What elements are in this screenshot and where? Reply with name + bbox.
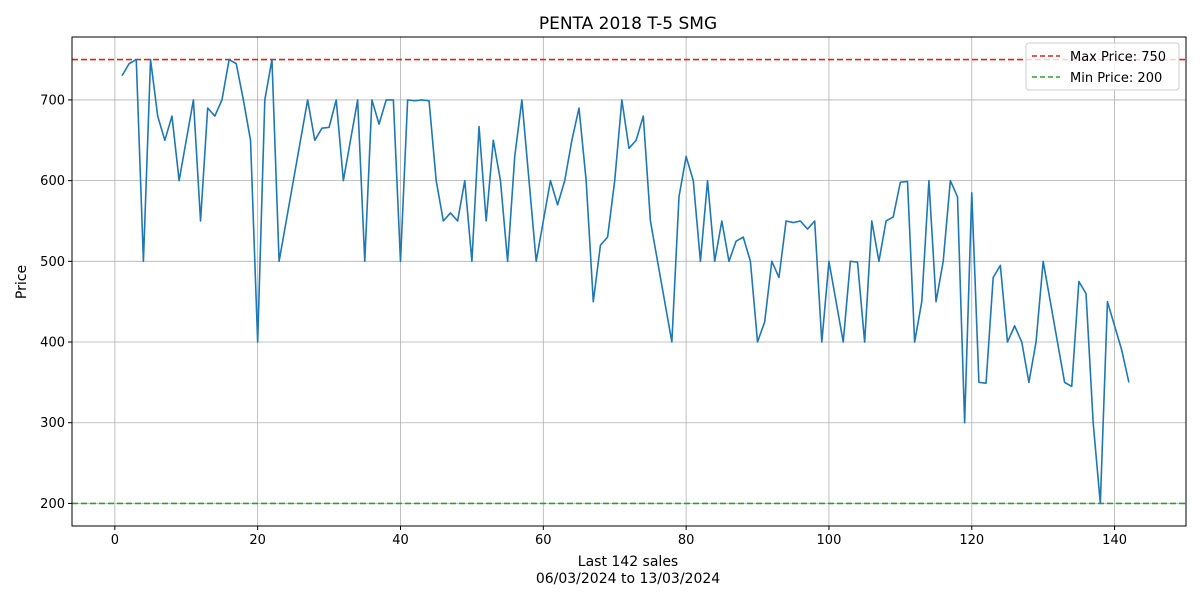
grid — [72, 37, 1186, 526]
x-axis-date-range: 06/03/2024 to 13/03/2024 — [536, 571, 720, 587]
y-axis-label: Price — [14, 265, 30, 299]
x-tick-label: 40 — [392, 533, 409, 548]
series-layer — [121, 58, 1130, 505]
y-axis-ticks: 200 300 400 500 600 700 — [40, 93, 72, 512]
y-tick-label: 600 — [40, 174, 65, 189]
x-tick-label: 100 — [817, 533, 842, 548]
legend: Max Price: 750 Min Price: 200 — [1025, 42, 1180, 91]
reference-lines — [72, 58, 1186, 505]
y-tick-label: 200 — [40, 497, 65, 512]
legend-box — [1025, 42, 1180, 91]
x-tick-label: 80 — [678, 533, 695, 548]
chart-title: PENTA 2018 T-5 SMG — [539, 14, 717, 34]
legend-max-label: Max Price: 750 — [1070, 50, 1166, 65]
legend-min-label: Min Price: 200 — [1070, 71, 1162, 86]
y-tick-label: 700 — [40, 93, 65, 108]
x-tick-label: 60 — [535, 533, 552, 548]
x-axis-ticks: 0 20 40 60 80 100 120 140 — [111, 526, 1127, 548]
x-tick-label: 0 — [111, 533, 119, 548]
x-axis-label: Last 142 sales — [578, 554, 678, 570]
price-series-line — [121, 58, 1130, 505]
y-tick-label: 500 — [40, 255, 65, 270]
x-tick-label: 140 — [1102, 533, 1127, 548]
plot-frame — [71, 36, 1187, 527]
x-tick-label: 20 — [249, 533, 266, 548]
y-tick-label: 400 — [40, 336, 65, 351]
y-tick-label: 300 — [40, 416, 65, 431]
x-tick-label: 120 — [959, 533, 984, 548]
